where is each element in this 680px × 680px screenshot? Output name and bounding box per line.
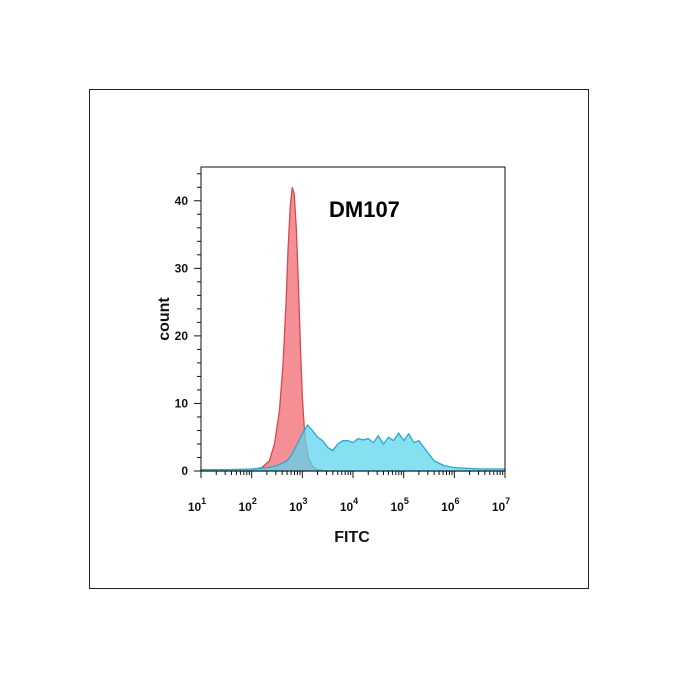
figure-frame — [89, 89, 589, 589]
x-tick-label: 104 — [340, 496, 358, 514]
x-tick-label: 103 — [289, 496, 307, 514]
ticks-layer: 101 102 103 104 105 106 107 0 10 20 30 40 — [175, 173, 510, 514]
x-axis-title: FITC — [334, 529, 370, 546]
y-tick-label: 10 — [175, 396, 189, 410]
x-tick-label: 105 — [390, 496, 408, 514]
y-axis-title: count — [156, 297, 173, 341]
series-layer — [200, 187, 506, 472]
series-2-area — [200, 424, 506, 472]
y-tick-label: 20 — [175, 329, 189, 343]
x-tick-label: 106 — [441, 496, 459, 514]
x-tick-label: 107 — [492, 496, 510, 514]
y-tick-label: 40 — [175, 194, 189, 208]
x-tick-label: 101 — [188, 496, 206, 514]
y-tick-label: 30 — [175, 261, 189, 275]
y-tick-label: 0 — [181, 464, 188, 478]
x-tick-label: 102 — [238, 496, 256, 514]
series-1-area — [201, 187, 505, 472]
chart-title: DM107 — [329, 197, 400, 222]
